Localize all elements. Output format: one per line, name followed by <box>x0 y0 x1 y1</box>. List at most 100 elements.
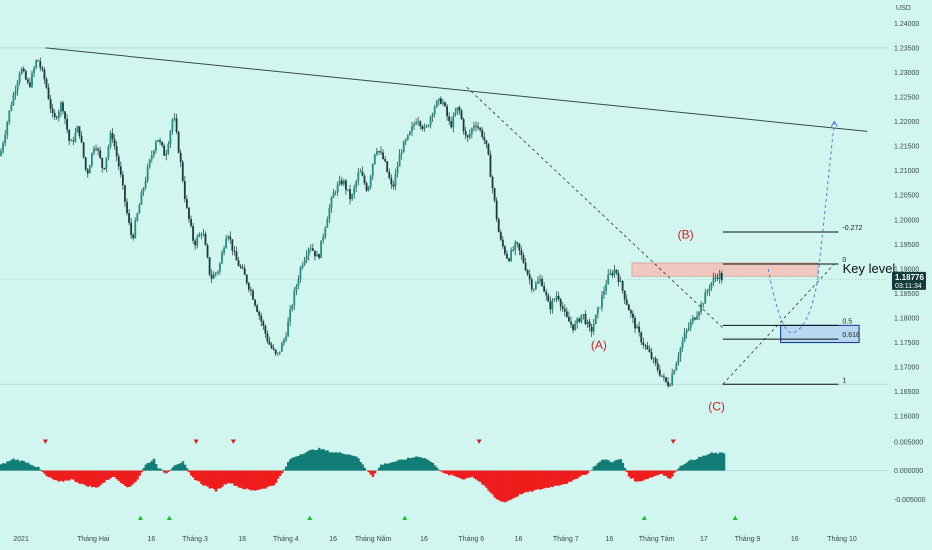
sell-signal-marker <box>42 439 48 444</box>
candle-body <box>640 332 643 343</box>
price-tick-label: 1.20000 <box>894 217 919 224</box>
osc-bar-negative <box>59 470 63 481</box>
osc-bar-negative <box>483 470 486 486</box>
candle-body <box>276 352 279 354</box>
osc-bar-negative <box>450 470 453 475</box>
candle-body <box>99 150 102 158</box>
osc-bar-positive <box>611 462 614 471</box>
osc-bar-positive <box>392 462 395 471</box>
osc-bar-negative <box>565 470 569 484</box>
candle-body <box>570 321 572 325</box>
fib-level-label: 1 <box>842 377 846 384</box>
osc-bar-positive <box>311 449 315 471</box>
osc-bar-positive <box>173 465 176 471</box>
osc-bar-positive <box>413 457 416 471</box>
candle-body <box>121 174 124 186</box>
candle-body <box>378 151 380 152</box>
osc-bar-positive <box>394 461 397 471</box>
osc-bar-negative <box>86 470 90 487</box>
osc-bar-positive <box>590 469 594 471</box>
osc-bar-positive <box>598 461 602 471</box>
candle-body <box>590 327 593 332</box>
candle-body <box>359 171 362 173</box>
candle-body <box>80 135 83 143</box>
candle-body <box>324 227 327 237</box>
osc-bar-positive <box>683 464 687 471</box>
candle-body <box>138 204 141 214</box>
candle-body <box>514 242 517 251</box>
candle-body <box>270 344 273 349</box>
osc-bar-negative <box>487 470 490 491</box>
osc-bar-negative <box>51 470 55 480</box>
osc-bar-negative <box>458 470 461 478</box>
osc-bar-positive <box>623 467 627 471</box>
osc-bar-negative <box>119 470 123 483</box>
candle-body <box>216 271 219 273</box>
osc-bar-negative <box>140 470 143 473</box>
candle-body <box>483 137 486 141</box>
osc-bar-positive <box>349 454 352 471</box>
candle-body <box>210 274 213 279</box>
candle-body <box>39 61 42 68</box>
candles <box>0 57 723 388</box>
candle-body <box>41 67 44 70</box>
osc-bar-negative <box>243 470 247 490</box>
candle-body <box>285 336 287 341</box>
key-level-label: Key level <box>843 261 896 276</box>
osc-bar-positive <box>390 462 393 471</box>
candle-body <box>369 176 372 187</box>
candle-body <box>349 189 351 200</box>
osc-bar-positive <box>433 465 437 471</box>
candle-body <box>365 183 368 191</box>
candle-body <box>155 141 157 151</box>
price-tick-label: 1.24000 <box>894 21 919 28</box>
osc-bar-positive <box>315 449 319 471</box>
candle-body <box>169 131 172 144</box>
time-tick-label: Tháng Hai <box>77 536 110 543</box>
candle-body <box>338 180 341 185</box>
candle-body <box>669 384 672 387</box>
candle-body <box>390 178 393 185</box>
candle-body <box>371 163 374 177</box>
osc-bar-positive <box>421 458 424 471</box>
candle-body <box>45 79 48 88</box>
candle-body <box>10 104 13 111</box>
candle-body <box>681 341 684 348</box>
candle-body <box>33 67 35 74</box>
grid <box>0 47 888 471</box>
fib-level-label: 0 <box>842 257 846 264</box>
candle-body <box>113 139 116 147</box>
candle-body <box>262 321 265 326</box>
candle-body <box>576 318 579 324</box>
candle-body <box>167 143 170 154</box>
osc-bar-negative <box>198 470 201 482</box>
candle-body <box>435 101 438 108</box>
osc-bar-negative <box>664 470 668 477</box>
candle-body <box>192 225 194 241</box>
candle-body <box>305 255 308 260</box>
candle-body <box>489 154 492 177</box>
candle-body <box>219 263 221 272</box>
oscillator-tick-label: 0.000000 <box>894 468 923 475</box>
osc-bar-negative <box>633 470 637 482</box>
osc-bar-positive <box>320 449 323 471</box>
osc-bar-positive <box>8 461 11 471</box>
osc-bar-negative <box>468 470 472 478</box>
osc-bar-negative <box>489 470 492 493</box>
osc-bar-positive <box>179 463 183 471</box>
candle-body <box>603 290 605 295</box>
candle-body <box>208 257 211 275</box>
osc-bar-positive <box>698 456 701 471</box>
osc-bar-positive <box>33 466 36 471</box>
osc-bar-negative <box>268 470 271 487</box>
candle-body <box>619 281 622 282</box>
osc-bar-negative <box>536 470 540 490</box>
candle-body <box>520 250 523 256</box>
osc-bar-positive <box>152 458 156 471</box>
candle-body <box>673 370 676 374</box>
osc-bar-negative <box>522 470 525 493</box>
osc-bar-positive <box>2 463 5 471</box>
osc-bar-positive <box>18 461 22 471</box>
